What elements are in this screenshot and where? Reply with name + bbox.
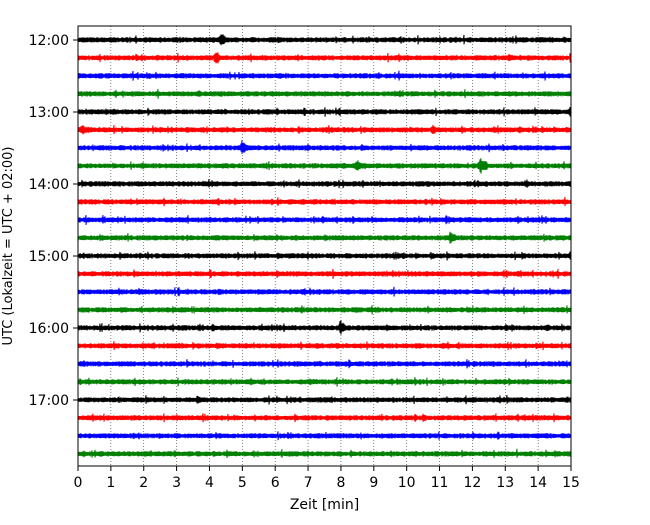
x-tick-label-15: 15 [562, 475, 580, 491]
x-tick-label-4: 4 [205, 475, 214, 491]
x-tick-label-8: 8 [336, 475, 345, 491]
x-tick-label-6: 6 [271, 475, 280, 491]
y-tick-label-1500: 15:00 [29, 249, 69, 265]
trace-1530 [77, 286, 572, 297]
x-tick-label-11: 11 [431, 475, 449, 491]
x-tick-label-9: 9 [369, 475, 378, 491]
x-tick-label-2: 2 [139, 475, 148, 491]
y-axis: 12:00 13:00 14:00 15:00 16:00 17:00 [29, 33, 78, 409]
x-tick-label-7: 7 [304, 475, 313, 491]
x-tick-label-3: 3 [172, 475, 181, 491]
x-tick-label-1: 1 [106, 475, 115, 491]
trace-1245 [77, 88, 572, 99]
x-tick-label-13: 13 [496, 475, 514, 491]
x-axis: 0 1 2 3 4 5 6 7 8 9 10 11 12 13 14 15 [74, 466, 580, 491]
trace-1200 [77, 34, 572, 46]
trace-1545 [77, 305, 572, 315]
x-tick-label-10: 10 [398, 475, 416, 491]
y-tick-label-1600: 16:00 [29, 321, 69, 337]
trace-1630 [77, 359, 572, 369]
y-axis-title: UTC (Lokalzeit = UTC + 02:00) [1, 147, 16, 346]
trace-1400 [77, 179, 572, 189]
trace-1715 [77, 413, 572, 423]
trace-1615 [77, 341, 572, 351]
x-tick-label-12: 12 [463, 475, 481, 491]
x-axis-title: Zeit [min] [290, 497, 359, 513]
trace-1315 [77, 124, 572, 135]
trace-1730 [77, 431, 572, 441]
trace-1330 [77, 140, 572, 155]
x-tick-label-14: 14 [529, 475, 547, 491]
plot-frame [77, 25, 572, 467]
y-tick-label-1200: 12:00 [29, 33, 69, 49]
y-tick-label-1700: 17:00 [29, 393, 69, 409]
trace-1645 [77, 377, 572, 387]
traces [77, 34, 572, 458]
x-tick-label-5: 5 [238, 475, 247, 491]
gridlines [110, 26, 539, 466]
y-tick-label-1400: 14:00 [29, 177, 69, 193]
x-tick-label-0: 0 [74, 475, 83, 491]
y-tick-label-1300: 13:00 [29, 105, 69, 121]
trace-1345 [77, 158, 572, 174]
